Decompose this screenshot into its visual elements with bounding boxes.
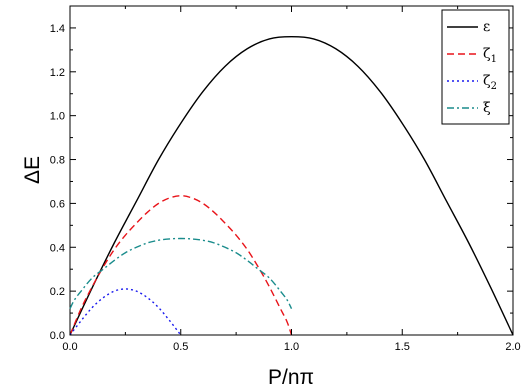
- series-line-4: [69, 237, 293, 309]
- y-tick-label: 1.4: [50, 23, 65, 35]
- legend-label-base: ζ: [483, 73, 491, 89]
- legend-label-base: ξ: [483, 100, 491, 116]
- x-tick-label: 1.0: [284, 341, 299, 353]
- legend-label-2: ζ1: [483, 46, 497, 65]
- legend-label-subscript: 1: [491, 54, 497, 65]
- legend-box: [441, 9, 510, 125]
- x-axis-title: P/nπ: [268, 366, 314, 388]
- y-tick-label: 1.2: [50, 67, 65, 79]
- series-line-1: [69, 36, 514, 336]
- series-line-3: [69, 288, 182, 336]
- series-line-2: [69, 195, 293, 336]
- legend-label-base: ζ: [483, 46, 491, 62]
- x-tick-label: 1.5: [395, 341, 410, 353]
- series-curves: [69, 36, 514, 336]
- x-tick-label: 2.0: [505, 341, 520, 353]
- y-tick-label: 0.4: [50, 242, 65, 254]
- y-tick-label: 0.6: [50, 198, 65, 210]
- legend-label-4: ξ: [483, 100, 491, 116]
- legend-label-3: ζ2: [483, 73, 497, 92]
- y-tick-label: 0.2: [50, 286, 65, 298]
- x-tick-label: 0.0: [62, 341, 77, 353]
- y-axis-title: ΔE: [21, 156, 44, 184]
- y-tick-label: 0.0: [50, 330, 65, 342]
- legend-label-subscript: 2: [491, 81, 497, 92]
- legend-label-base: ε: [483, 19, 490, 35]
- x-tick-label: 0.5: [173, 341, 188, 353]
- y-tick-label: 1.0: [50, 111, 65, 123]
- axes: 0.0 0.5 1.0 1.5 2.0 0.0 0.2 0.4 0.6 0.8 1.0 1.2 1.4: [50, 5, 521, 353]
- legend-label-1: ε: [483, 19, 490, 35]
- y-tick-label: 0.8: [50, 155, 65, 167]
